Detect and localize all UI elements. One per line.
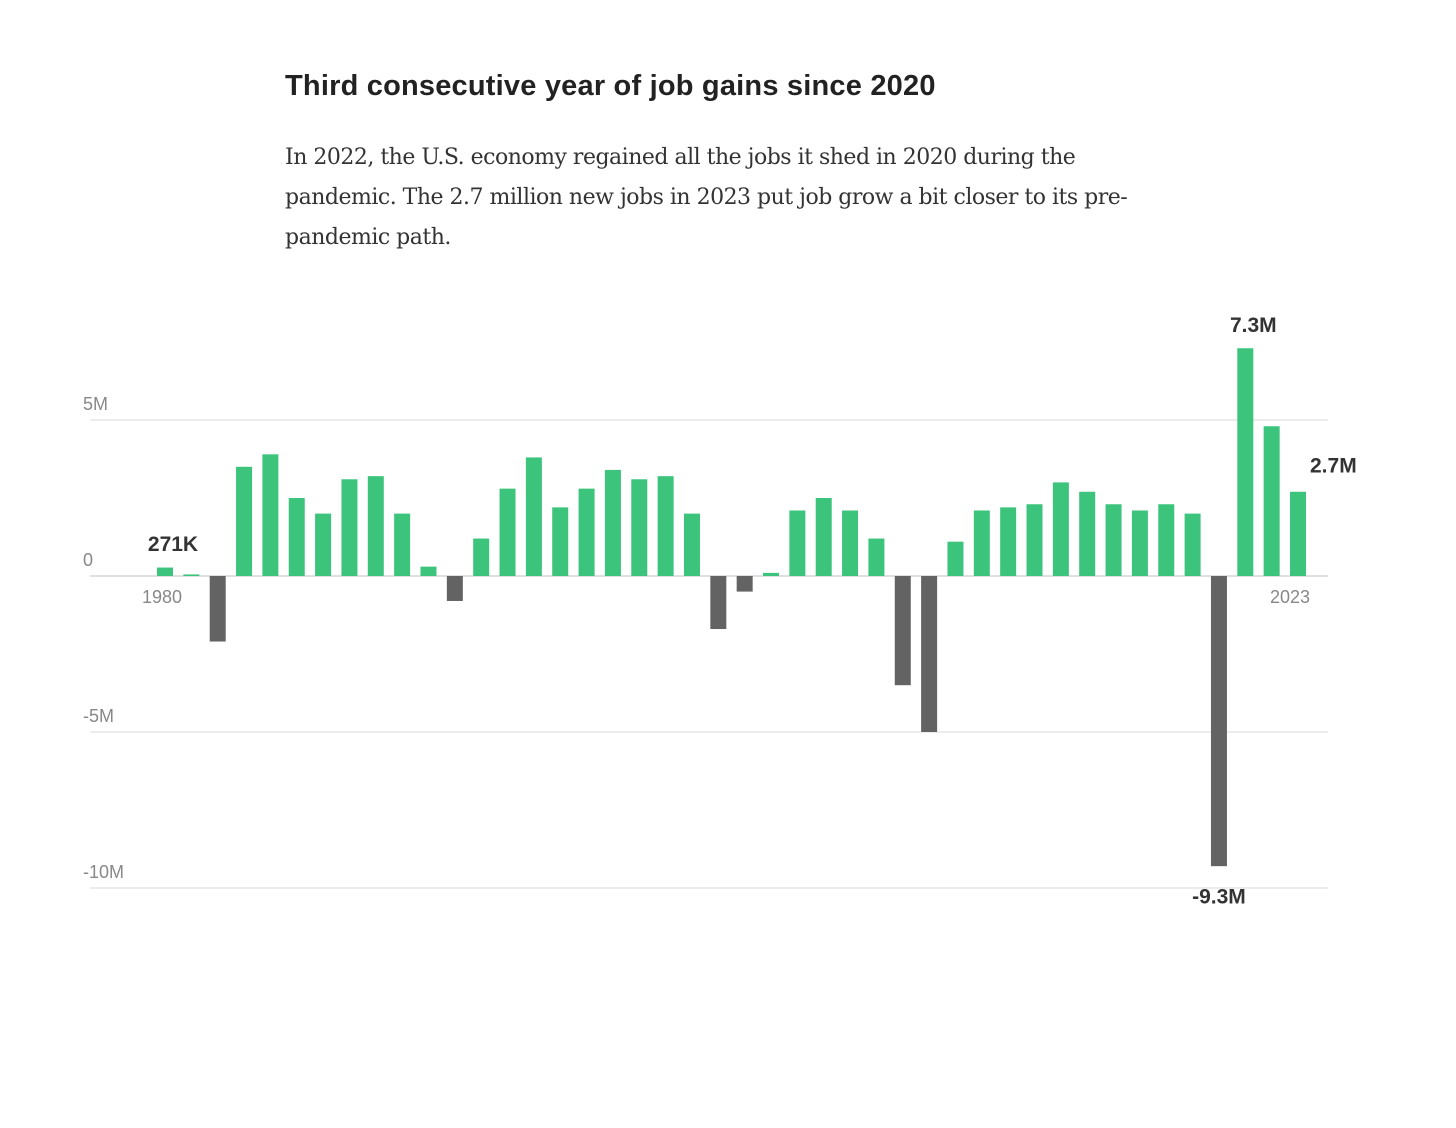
chart-subtitle: In 2022, the U.S. economy regained all t…: [285, 145, 1128, 250]
bar: [1079, 491, 1096, 576]
y-tick-label: 0: [83, 550, 93, 570]
x-tick-label: 1980: [142, 587, 182, 607]
bar: [499, 488, 516, 576]
bar: [1131, 510, 1148, 576]
y-tick-label: -10M: [83, 862, 124, 882]
bar: [1184, 513, 1201, 576]
bar: [815, 498, 832, 576]
bar: [631, 479, 648, 576]
bar: [236, 466, 253, 576]
bar: [183, 574, 200, 576]
value-label: 2.7M: [1310, 454, 1357, 477]
bar: [394, 513, 411, 576]
bar: [736, 576, 753, 592]
y-tick-label: -5M: [83, 706, 114, 726]
bar: [921, 576, 938, 732]
bar: [763, 572, 780, 576]
bar: [525, 457, 542, 576]
bar: [1105, 504, 1122, 576]
chart-title: Third consecutive year of job gains sinc…: [285, 70, 936, 102]
bar: [947, 541, 964, 576]
bar: [894, 576, 911, 686]
bar: [367, 476, 384, 576]
bar: [262, 454, 279, 576]
bar: [209, 576, 226, 642]
value-label: 271K: [148, 533, 198, 556]
bar: [420, 566, 437, 576]
bar: [842, 510, 859, 576]
bar: [578, 488, 595, 576]
bar: [341, 479, 358, 576]
bar: [1158, 504, 1175, 576]
bar: [683, 513, 700, 576]
bar: [157, 567, 173, 576]
bar: [1052, 482, 1069, 576]
bar: [288, 498, 305, 576]
y-tick-label: 5M: [83, 394, 108, 414]
bar: [315, 513, 332, 576]
bar: [710, 576, 727, 630]
bar: [1237, 348, 1254, 576]
value-label: 7.3M: [1230, 314, 1277, 337]
bar: [446, 576, 463, 601]
bar: [1210, 576, 1227, 867]
bar: [1290, 491, 1306, 576]
bar: [868, 538, 885, 576]
bar: [1026, 504, 1043, 576]
x-tick-label: 2023: [1270, 587, 1310, 607]
bar: [1000, 507, 1017, 576]
value-label: -9.3M: [1192, 886, 1246, 909]
bar: [604, 469, 621, 576]
bar: [1263, 426, 1280, 576]
bar: [973, 510, 990, 576]
bar: [789, 510, 806, 576]
bar: [473, 538, 490, 576]
bar: [552, 507, 569, 576]
bar: [657, 476, 674, 576]
